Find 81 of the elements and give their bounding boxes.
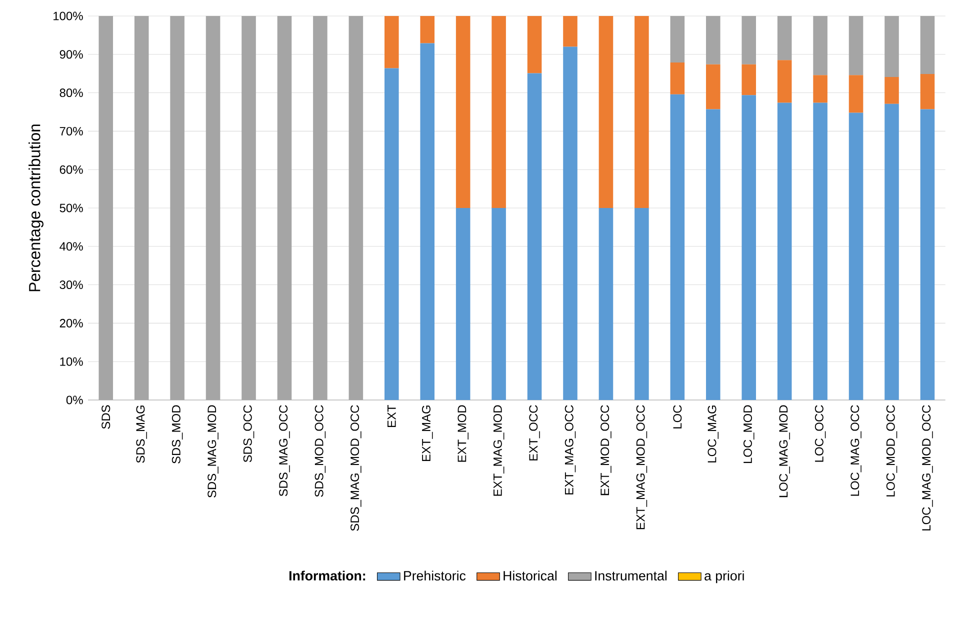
bar [420, 43, 435, 400]
y-tick-label: 60% [60, 165, 83, 174]
x-tick-label: EXT_MOD [458, 405, 468, 462]
bar [527, 73, 542, 400]
x-tick-label: EXT_MAG [422, 406, 433, 462]
y-tick-label: 70% [60, 126, 83, 136]
bar [813, 75, 828, 103]
y-tick-label: 40% [60, 242, 83, 251]
bar [884, 16, 899, 78]
bar [563, 46, 578, 400]
x-tick-label: SDS_MAG [136, 406, 147, 463]
x-tick-label: EXT_MAG_MOD_OCC [636, 405, 648, 530]
y-tick-label: 90% [60, 50, 83, 59]
y-axis-title: Percentage contribution [28, 124, 44, 292]
bar [706, 64, 720, 110]
bar [670, 62, 685, 94]
bar [920, 109, 935, 400]
x-tick-label: LOC_MOD_OCC [886, 405, 898, 496]
bar [384, 16, 399, 68]
bar [598, 208, 614, 400]
legend-label: Prehistoric [404, 570, 466, 580]
bar [742, 16, 756, 64]
x-tick-label: EXT_OCC [529, 405, 540, 460]
x-tick-label: LOC_OCC [814, 405, 826, 462]
bar [813, 16, 828, 76]
x-tick-label: SDS_MAG_MOD [208, 405, 218, 498]
x-tick-label: LOC_MAG [708, 406, 719, 462]
y-tick-label: 80% [60, 88, 83, 98]
y-tick-label: 30% [60, 280, 83, 290]
x-tick-label: EXT_MAG_OCC [564, 405, 576, 494]
bar [777, 16, 792, 60]
y-tick-label: 50% [60, 204, 83, 212]
x-tick-label: LOC [673, 405, 682, 428]
bar [492, 16, 506, 208]
bar [848, 16, 864, 76]
x-tick-label: LOC_MAG_MOD [779, 405, 790, 498]
x-tick-label: SDS_OCC [243, 405, 254, 462]
bar [456, 208, 470, 400]
y-tick-label: 20% [60, 318, 83, 328]
x-tick-label: SDS_MAG_MOD_OCC [350, 405, 362, 531]
bar [706, 109, 720, 400]
bar [848, 75, 864, 113]
bar [670, 16, 685, 62]
bar [634, 208, 649, 400]
legend-title: Information: [289, 570, 366, 580]
x-tick-label: SDS_MOD_OCC [314, 405, 326, 497]
y-tick-label: 0% [66, 396, 83, 404]
x-tick-label: EXT_MOD_OCC [600, 405, 612, 496]
x-tick-label: LOC_MAG_OCC [850, 405, 862, 496]
bar [634, 16, 649, 208]
bar [563, 16, 578, 47]
legend-label: Historical [504, 570, 556, 580]
y-tick-label: 10% [60, 357, 83, 366]
bar [920, 74, 935, 110]
x-tick-label: SDS [102, 405, 110, 429]
bar [420, 16, 435, 44]
y-tick-label: 100% [54, 12, 83, 20]
x-tick-label: LOC_MOD [743, 405, 754, 464]
bar [848, 112, 864, 400]
bar [920, 16, 935, 74]
bar [598, 16, 614, 208]
bar [670, 94, 685, 400]
x-tick-label: SDS_MOD [172, 405, 183, 464]
bar [384, 68, 399, 400]
bar [884, 104, 899, 400]
bar [527, 16, 542, 74]
bar [492, 208, 506, 400]
x-tick-label: SDS_MAG_OCC [279, 405, 290, 496]
legend-label: Instrumental [595, 570, 666, 580]
x-tick-label: EXT_MAG_MOD [493, 405, 504, 496]
x-tick-label: LOC_MAG_MOD_OCC [922, 405, 933, 530]
bar [742, 64, 756, 96]
legend-label: a priori [704, 570, 744, 584]
bar [456, 16, 470, 208]
bar [742, 95, 756, 400]
bar [884, 77, 899, 104]
bar [777, 60, 792, 103]
x-tick-label: EXT [388, 404, 396, 428]
bar [813, 102, 828, 400]
bar [777, 102, 792, 400]
bar [706, 16, 720, 64]
